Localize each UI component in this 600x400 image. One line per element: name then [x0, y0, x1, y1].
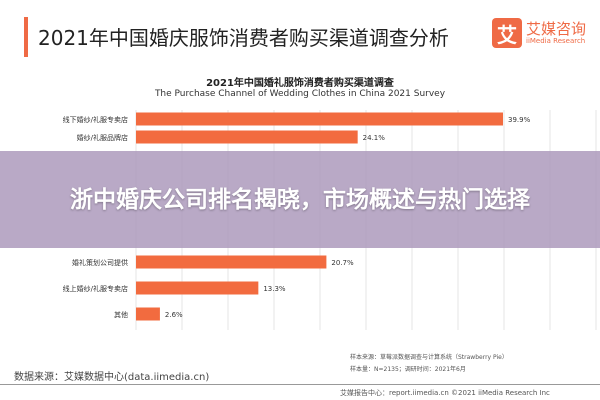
category-label: 线下婚纱/礼服专卖店	[63, 115, 128, 124]
headline-text: 浙中婚庆公司排名揭晓，市场概述与热门选择	[70, 186, 530, 213]
category-label: 婚礼策划公司提供	[72, 258, 128, 267]
data-label: 24.1%	[363, 134, 386, 142]
headline-banner: 浙中婚庆公司排名揭晓，市场概述与热门选择	[0, 151, 600, 248]
page-title: 2021年中国婚庆服饰消费者购买渠道调查分析	[38, 26, 449, 50]
data-label: 13.3%	[263, 285, 286, 293]
category-label: 其他	[114, 310, 128, 319]
chart-subtitle: The Purchase Channel of Wedding Clothes …	[154, 89, 446, 99]
category-label: 婚纱/礼服品牌店	[77, 133, 128, 142]
data-source: 数据来源：艾媒数据中心(data.iimedia.cn)	[14, 372, 210, 383]
iimedia-logo: 艾 艾媒咨询 iiMedia Research	[492, 18, 586, 48]
logo-mark: 艾	[492, 18, 522, 48]
chart-title: 2021年中国婚礼服饰消费者购买渠道调查	[206, 78, 394, 89]
category-label: 线上婚纱/礼服专卖店	[63, 284, 128, 293]
bar	[136, 281, 259, 295]
bar	[136, 130, 358, 144]
title-accent-bar	[24, 17, 28, 57]
bar	[136, 112, 503, 126]
logo-en: iiMedia Research	[526, 37, 586, 45]
bar	[136, 307, 160, 321]
sample-size: 样本量：N=2135；调研时间：2021年6月	[350, 366, 466, 373]
footer-divider	[0, 384, 600, 385]
sample-source: 样本来源：草莓派数据调查与计算系统（Strawberry Pie）	[350, 354, 508, 361]
data-label: 2.6%	[165, 311, 183, 319]
data-label: 39.9%	[508, 116, 531, 124]
report-footer: 艾媒报告中心：report.iimedia.cn ©2021 iiMedia R…	[340, 389, 550, 397]
bar	[136, 255, 327, 269]
data-label: 20.7%	[331, 259, 354, 267]
logo-cn: 艾媒咨询	[526, 20, 587, 38]
